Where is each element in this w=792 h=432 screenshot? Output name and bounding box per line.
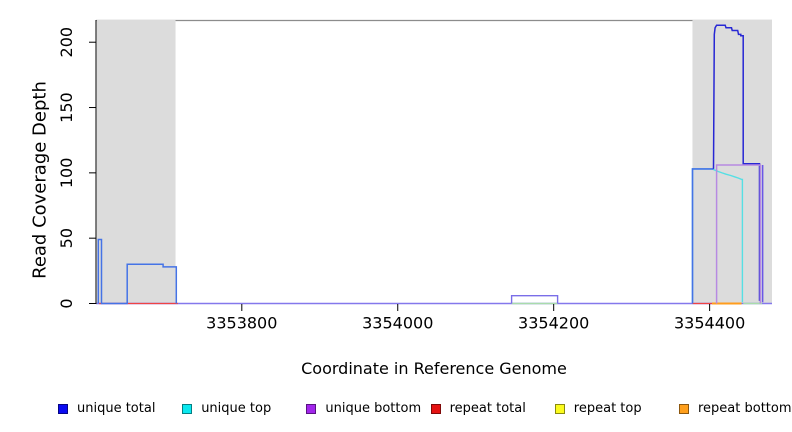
legend-item-unique-total: unique total (58, 401, 155, 416)
legend-label: unique top (201, 401, 272, 416)
y-tick-label: 200 (57, 27, 76, 58)
legend-swatch-repeat-total (430, 403, 441, 414)
x-tick-label: 3353800 (206, 314, 277, 333)
x-tick-label: 3354200 (518, 314, 589, 333)
legend: unique total unique top unique bottom repea… (0, 399, 792, 423)
repeat-region-left (96, 20, 176, 304)
legend-item-repeat-total: repeat total (430, 401, 526, 416)
unique-total-right-base-line (691, 168, 714, 304)
x-tick-label: 3354000 (362, 314, 433, 333)
legend-label: repeat total (449, 401, 526, 416)
legend-swatch-unique-top (182, 403, 193, 414)
legend-label: repeat top (573, 401, 642, 416)
y-tick-label: 0 (57, 298, 76, 308)
y-tick-label: 50 (57, 228, 76, 248)
x-tick-label: 3354400 (674, 314, 745, 333)
unique-total-right-peak-line (712, 24, 761, 301)
legend-label: unique total (77, 401, 156, 416)
unique-total-mid-bump-line (510, 295, 559, 304)
legend-swatch-unique-bottom (306, 403, 317, 414)
legend-swatch-repeat-bottom (679, 403, 689, 414)
x-axis-title: Coordinate in Reference Genome (301, 359, 567, 378)
legend-label: unique bottom (325, 401, 422, 416)
y-axis-title: Read Coverage Depth (29, 81, 51, 279)
legend-item-repeat-top: repeat top (554, 401, 642, 416)
unique-total-left-line (97, 238, 178, 305)
legend-item-unique-bottom: unique bottom (306, 401, 421, 416)
unique-bottom-right-line (715, 164, 762, 304)
legend-item-unique-top: unique top (182, 401, 271, 416)
y-tick-label: 150 (57, 92, 76, 123)
legend-swatch-unique-total (58, 403, 68, 414)
y-tick-label: 100 (57, 158, 76, 189)
repeat-region-right (692, 20, 772, 304)
legend-label: repeat bottom (698, 401, 792, 416)
legend-item-repeat-bottom: repeat bottom (679, 401, 792, 416)
legend-swatch-repeat-top (554, 403, 565, 414)
